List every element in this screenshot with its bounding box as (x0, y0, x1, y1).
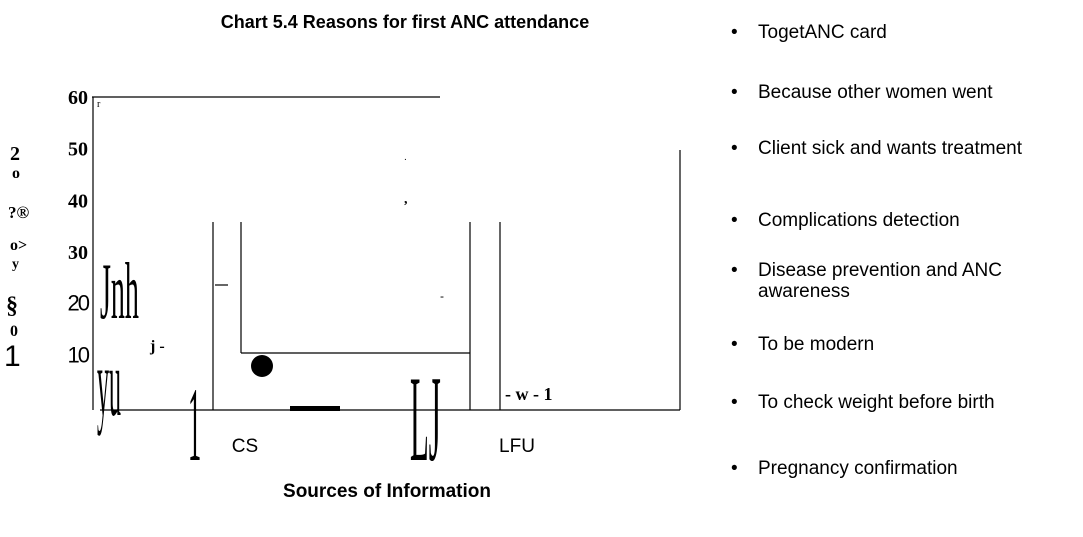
y-tick-label: 10 (68, 342, 90, 367)
bullet: • (731, 392, 738, 413)
legend-entry: • Because other women went (728, 82, 1078, 103)
y-tick-label: 50 (68, 139, 88, 161)
annotation: r (97, 99, 101, 110)
annotation: 1 (188, 365, 201, 483)
legend-entry: • TogetANC card (728, 22, 1078, 43)
x-axis-label: Sources of Information (283, 481, 491, 502)
annotation: Jnh (100, 247, 139, 335)
annotation: 2 (10, 143, 20, 165)
annotation: - (440, 289, 444, 303)
bullet: • (731, 260, 738, 281)
legend-label: Pregnancy confirmation (758, 458, 958, 479)
legend-label: Complications detection (758, 210, 960, 231)
legend-entry: • Disease prevention and ANC awareness (728, 260, 1078, 302)
legend-entry: • Pregnancy confirmation (728, 458, 1078, 479)
annotation: j - (149, 338, 165, 355)
bullet: • (731, 22, 738, 43)
bullet: • (731, 458, 738, 479)
legend-label: Disease prevention and ANC awareness (758, 260, 1002, 302)
x-tick-label: CS (232, 436, 258, 457)
y-tick-label: 30 (68, 242, 88, 264)
legend-label: To check weight before birth (758, 392, 995, 413)
annotation: - w - 1 (505, 384, 553, 404)
chart-title: Chart 5.4 Reasons for first ANC attendan… (221, 12, 589, 32)
annotation: § (6, 293, 18, 319)
legend-label: TogetANC card (758, 22, 887, 43)
legend-entry: • Client sick and wants treatment (728, 138, 1078, 159)
annotation: ?® (8, 203, 30, 222)
annotation: 0 (10, 323, 18, 340)
x-tick-label: LFU (499, 436, 535, 457)
annotation: y (12, 257, 19, 272)
annotation: 1 (4, 340, 21, 373)
legend-label: Because other women went (758, 82, 993, 103)
mark-shape (290, 406, 340, 411)
annotation: LJ (410, 352, 441, 488)
legend-entry: • Complications detection (728, 210, 1078, 231)
bullet: • (731, 210, 738, 231)
y-tick-label: 60 (68, 87, 88, 109)
legend-entry: • To be modern (728, 334, 1078, 355)
chart: Chart 5.4 Reasons for first ANC attendan… (4, 12, 681, 502)
mark-shape (251, 355, 273, 377)
y-tick-label: 20 (68, 291, 90, 316)
legend-entry: • To check weight before birth (728, 392, 1078, 413)
legend-label: To be modern (758, 334, 875, 355)
annotation: o> (10, 237, 27, 254)
annotation: yu (97, 331, 121, 437)
annotation: . (404, 152, 407, 163)
annotation: o (12, 165, 20, 182)
bullet: • (731, 82, 738, 103)
legend-label: Client sick and wants treatment (758, 138, 1023, 159)
y-tick-label: 40 (68, 190, 88, 212)
bullet: • (731, 138, 738, 159)
annotation: , (404, 192, 408, 207)
bullet: • (731, 334, 738, 355)
